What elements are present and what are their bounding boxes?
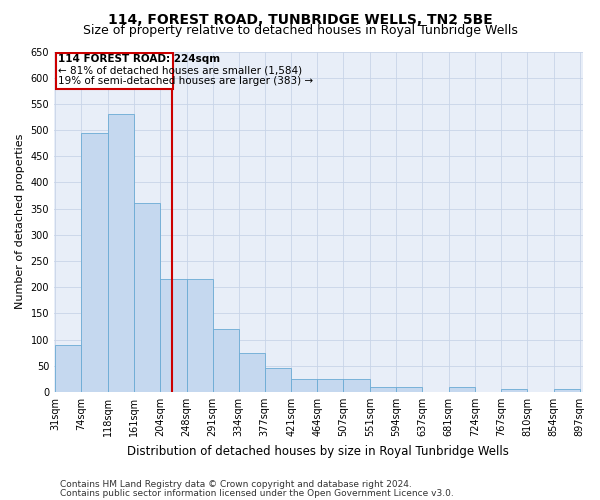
Text: Size of property relative to detached houses in Royal Tunbridge Wells: Size of property relative to detached ho… [83,24,517,37]
Text: 19% of semi-detached houses are larger (383) →: 19% of semi-detached houses are larger (… [58,76,313,86]
Bar [212,329,239,392]
Bar [343,379,370,392]
Bar [239,352,265,392]
Bar [55,345,81,392]
X-axis label: Distribution of detached houses by size in Royal Tunbridge Wells: Distribution of detached houses by size … [127,444,509,458]
Text: 114, FOREST ROAD, TUNBRIDGE WELLS, TN2 5BE: 114, FOREST ROAD, TUNBRIDGE WELLS, TN2 5… [107,12,493,26]
Bar [370,386,396,392]
Y-axis label: Number of detached properties: Number of detached properties [15,134,25,310]
Bar [187,280,212,392]
Bar [56,52,173,89]
Bar [317,379,343,392]
Text: 114 FOREST ROAD: 224sqm: 114 FOREST ROAD: 224sqm [58,54,220,64]
Text: Contains public sector information licensed under the Open Government Licence v3: Contains public sector information licen… [60,488,454,498]
Bar [396,386,422,392]
Bar [265,368,292,392]
Bar [134,204,160,392]
Bar [554,390,580,392]
Text: Contains HM Land Registry data © Crown copyright and database right 2024.: Contains HM Land Registry data © Crown c… [60,480,412,489]
Bar [449,386,475,392]
Bar [501,390,527,392]
Bar [108,114,134,392]
Bar [292,379,317,392]
Bar [160,280,187,392]
Text: ← 81% of detached houses are smaller (1,584): ← 81% of detached houses are smaller (1,… [58,65,302,75]
Bar [81,132,108,392]
